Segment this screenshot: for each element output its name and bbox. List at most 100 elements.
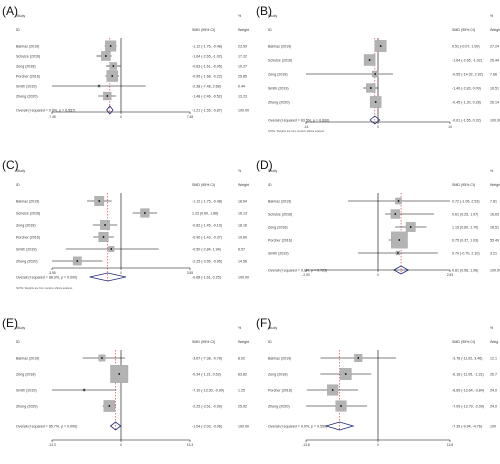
random-effects-note: NOTE: Weights are from random effects an… — [268, 129, 325, 133]
point-estimate — [76, 260, 79, 262]
study-label: Smith (2019) — [16, 84, 37, 88]
study-label: Schulze (2016) — [268, 58, 292, 62]
header-id: ID — [268, 340, 272, 344]
overall-ci-text: 0.81 (0.56, 1.06) — [452, 268, 478, 272]
point-estimate — [369, 87, 372, 89]
study-weight-text: 7.66 — [490, 72, 497, 76]
study-weight-text: 12.1 — [490, 356, 497, 360]
header-effect: SMD (95% CI) — [192, 28, 215, 32]
study-label: Zheng (2020) — [268, 404, 290, 408]
header-study: Study — [268, 169, 277, 173]
study-weight-text: 10.27 — [238, 64, 247, 68]
point-estimate — [108, 405, 111, 407]
overall-label: Overall (I-squared = 0.0%, p = 0.557) — [16, 108, 75, 112]
point-estimate — [104, 55, 107, 57]
study-weight-text: 8.92 — [238, 356, 245, 360]
study-weight-text: 18.51 — [490, 225, 499, 229]
study-weight-text: 16.13 — [238, 211, 247, 215]
overall-label: Overall (I-squared = 0.0%, p = 0.550) — [268, 424, 327, 428]
point-estimate — [374, 101, 377, 103]
point-estimate — [106, 95, 109, 97]
study-weight-text: 27.24 — [490, 44, 499, 48]
overall-weight-text: 100.00 — [490, 118, 500, 122]
overall-label: Overall (I-squared = 85.7%, p = 0.000) — [16, 424, 77, 428]
study-label: Schulze (2016) — [16, 54, 40, 58]
panel-label-f: (F) — [256, 316, 272, 330]
overall-diamond — [369, 115, 381, 125]
study-weight-text: 63.82 — [238, 372, 247, 376]
study-label: Porcher (2016) — [16, 74, 40, 78]
point-estimate — [111, 75, 114, 77]
study-weight-text: 14.56 — [238, 259, 247, 263]
point-estimate — [83, 389, 86, 391]
overall-ci-text: -0.68 (-1.61, 0.25) — [192, 275, 221, 279]
header-percent: % — [490, 14, 494, 18]
study-label: Porcher (2016) — [268, 238, 292, 242]
x-axis-tick-label: 0 — [120, 271, 122, 275]
study-label: Zeng (2018) — [16, 64, 36, 68]
study-weight-text: 23.59 — [238, 44, 247, 48]
header-weight: Weight — [238, 28, 249, 32]
header-effect: SMD (95% CI) — [452, 340, 475, 344]
study-ci-text: -7.09 (-13.79, -2.09) — [452, 404, 484, 408]
study-label: Porcher (2016) — [16, 235, 40, 239]
overall-ci-text: -7.35 (-9.94, -4.76) — [452, 424, 482, 428]
study-weight-text: 7.81 — [490, 199, 497, 203]
study-label: Porcher (2016) — [268, 388, 292, 392]
study-weight-text: 18.64 — [238, 199, 247, 203]
study-ci-text: -0.82 (-1.45, -0.19) — [192, 223, 222, 227]
header-study: Study — [16, 14, 25, 18]
study-label: Schulze (2016) — [268, 212, 292, 216]
study-ci-text: -2.38 (-7.48, 2.68) — [192, 84, 221, 88]
study-weight-text: 26.14 — [490, 100, 499, 104]
study-ci-text: 0.72 (-1.05, 2.53) — [452, 199, 480, 203]
point-estimate — [340, 405, 342, 407]
study-label: Zeng (2018) — [268, 72, 288, 76]
x-axis-tick-label: 2.53 — [447, 273, 453, 277]
x-axis-tick-label: -2.53 — [302, 273, 309, 277]
study-weight-text: 18.16 — [238, 223, 247, 227]
study-label: Schulze (2016) — [16, 211, 40, 215]
header-weight: Weight — [490, 28, 500, 32]
study-weight-text: 13.23 — [238, 94, 247, 98]
study-label: Smith (2019) — [268, 251, 289, 255]
study-label: Zeng (2018) — [16, 223, 36, 227]
study-weight-text: 24.0 — [490, 404, 497, 408]
study-weight-text: 0.44 — [238, 84, 245, 88]
study-weight-text: 16.63 — [490, 212, 499, 216]
study-label: Zheng (2020) — [16, 259, 38, 263]
header-id: ID — [16, 183, 20, 187]
study-weight-text: 19.69 — [238, 235, 247, 239]
panel-label-b: (B) — [256, 4, 272, 18]
point-estimate — [379, 45, 382, 47]
overall-diamond — [106, 105, 114, 115]
x-axis-tick-label: -3.55 — [48, 271, 55, 275]
study-weight-text: 6.57 — [238, 247, 245, 251]
study-ci-text: -1.12 (-1.76, -0.48) — [192, 44, 222, 48]
overall-weight-text: 100.00 — [238, 108, 249, 112]
x-axis-tick-label: -7.48 — [48, 115, 55, 119]
x-axis-tick-label: -14 — [304, 125, 309, 129]
study-weight-text: 25.44 — [490, 58, 499, 62]
study-label: Zeng (2018) — [268, 372, 288, 376]
point-estimate — [112, 65, 115, 67]
point-estimate — [409, 226, 412, 228]
study-ci-text: -0.95 (-1.68, -0.22) — [192, 74, 222, 78]
random-effects-note: NOTE: Weights are from random effects an… — [16, 286, 73, 290]
x-axis-tick-label: 14 — [448, 125, 452, 129]
study-ci-text: -1.40 (-2.83, 0.09) — [452, 86, 481, 90]
overall-diamond — [109, 421, 122, 431]
study-ci-text: 1.23 (0.60, 1.86) — [192, 211, 218, 215]
x-axis-tick-label: -13.8 — [302, 443, 309, 447]
study-label: Smith (2019) — [16, 247, 37, 251]
overall-label: Overall (I-squared = 88.3%, p = 0.000) — [16, 275, 77, 279]
header-id: ID — [268, 28, 272, 32]
panel-label-a: (A) — [2, 4, 18, 18]
study-ci-text: -1.64 (-2.65, -1.02) — [452, 58, 482, 62]
overall-diamond — [324, 421, 355, 431]
x-axis-tick-label: 13.8 — [447, 443, 453, 447]
study-ci-text: -0.90 (-1.43, -0.37) — [192, 235, 222, 239]
header-study: Study — [268, 326, 277, 330]
